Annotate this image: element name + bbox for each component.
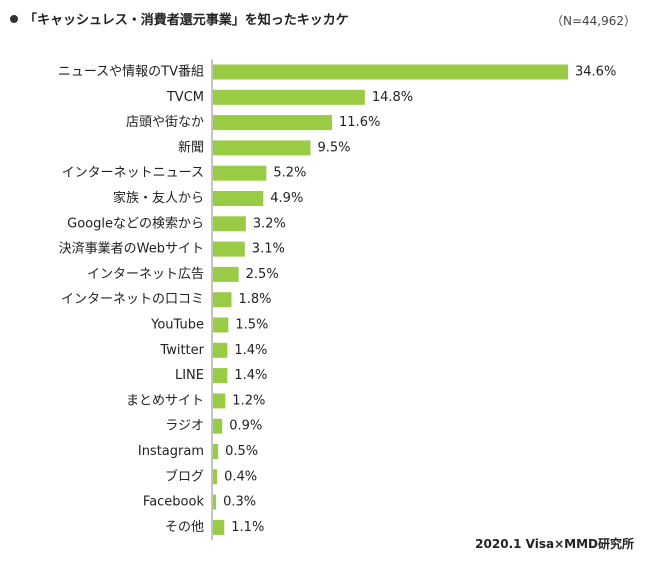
category-label: 決済事業者のWebサイト <box>59 241 204 257</box>
category-label: 家族・友人から <box>113 190 204 206</box>
bar <box>213 266 239 282</box>
value-label: 9.5% <box>317 140 350 155</box>
category-label: LINE <box>175 368 204 383</box>
category-label: まとめサイト <box>126 393 204 408</box>
bar <box>213 64 568 80</box>
category-label: その他 <box>165 520 204 535</box>
value-label: 1.8% <box>238 292 271 307</box>
category-label: ラジオ <box>165 419 204 434</box>
category-label: ニュースや情報のTV番組 <box>58 65 204 80</box>
value-label: 1.4% <box>234 343 267 358</box>
value-label: 1.5% <box>235 318 268 333</box>
bar <box>213 317 229 333</box>
category-label: インターネットニュース <box>62 166 204 181</box>
chart-title: 「キャッシュレス・消費者還元事業」を知ったキッカケ <box>24 13 349 28</box>
bar <box>213 292 232 308</box>
bar <box>213 418 223 434</box>
value-label: 3.2% <box>253 216 286 231</box>
bar <box>213 519 225 535</box>
bar <box>213 140 311 156</box>
bar <box>213 115 333 131</box>
category-label: TVCM <box>166 90 204 105</box>
bullet-icon <box>10 15 18 23</box>
value-label: 1.1% <box>231 520 264 535</box>
bar <box>213 494 217 510</box>
source-credit: 2020.1 Visa×MMD研究所 <box>475 537 634 551</box>
value-label: 3.1% <box>252 242 285 257</box>
bar <box>213 165 267 181</box>
bar <box>213 444 219 459</box>
bar <box>213 393 226 409</box>
bar <box>213 89 365 105</box>
value-label: 0.4% <box>224 469 257 484</box>
category-label: YouTube <box>150 318 204 333</box>
category-label: ブログ <box>165 468 204 484</box>
value-label: 1.2% <box>232 393 265 408</box>
value-label: 11.6% <box>339 115 380 130</box>
value-label: 0.5% <box>225 444 258 459</box>
value-label: 5.2% <box>273 166 306 181</box>
bar <box>213 216 246 232</box>
bar <box>213 469 218 485</box>
category-label: 店頭や街なか <box>126 115 204 130</box>
category-label: Instagram <box>138 444 204 459</box>
sample-size: （N=44,962） <box>550 14 636 28</box>
bar <box>213 191 264 206</box>
bar <box>213 241 245 257</box>
bar <box>213 342 228 358</box>
category-label: Googleなどの検索から <box>67 216 204 231</box>
category-label: インターネット広告 <box>87 267 204 282</box>
value-label: 34.6% <box>575 65 616 80</box>
chart-title-row: 「キャッシュレス・消費者還元事業」を知ったキッカケ <box>10 9 349 28</box>
bar <box>213 368 228 384</box>
category-label: インターネットの口コミ <box>61 292 204 307</box>
value-label: 0.3% <box>223 495 256 510</box>
value-label: 14.8% <box>372 90 413 105</box>
value-label: 4.9% <box>270 191 303 206</box>
category-label: Facebook <box>143 495 205 510</box>
value-label: 0.9% <box>229 419 262 434</box>
category-label: 新聞 <box>178 139 204 155</box>
value-label: 1.4% <box>234 368 267 383</box>
category-label: Twitter <box>159 343 204 358</box>
value-label: 2.5% <box>246 267 279 282</box>
